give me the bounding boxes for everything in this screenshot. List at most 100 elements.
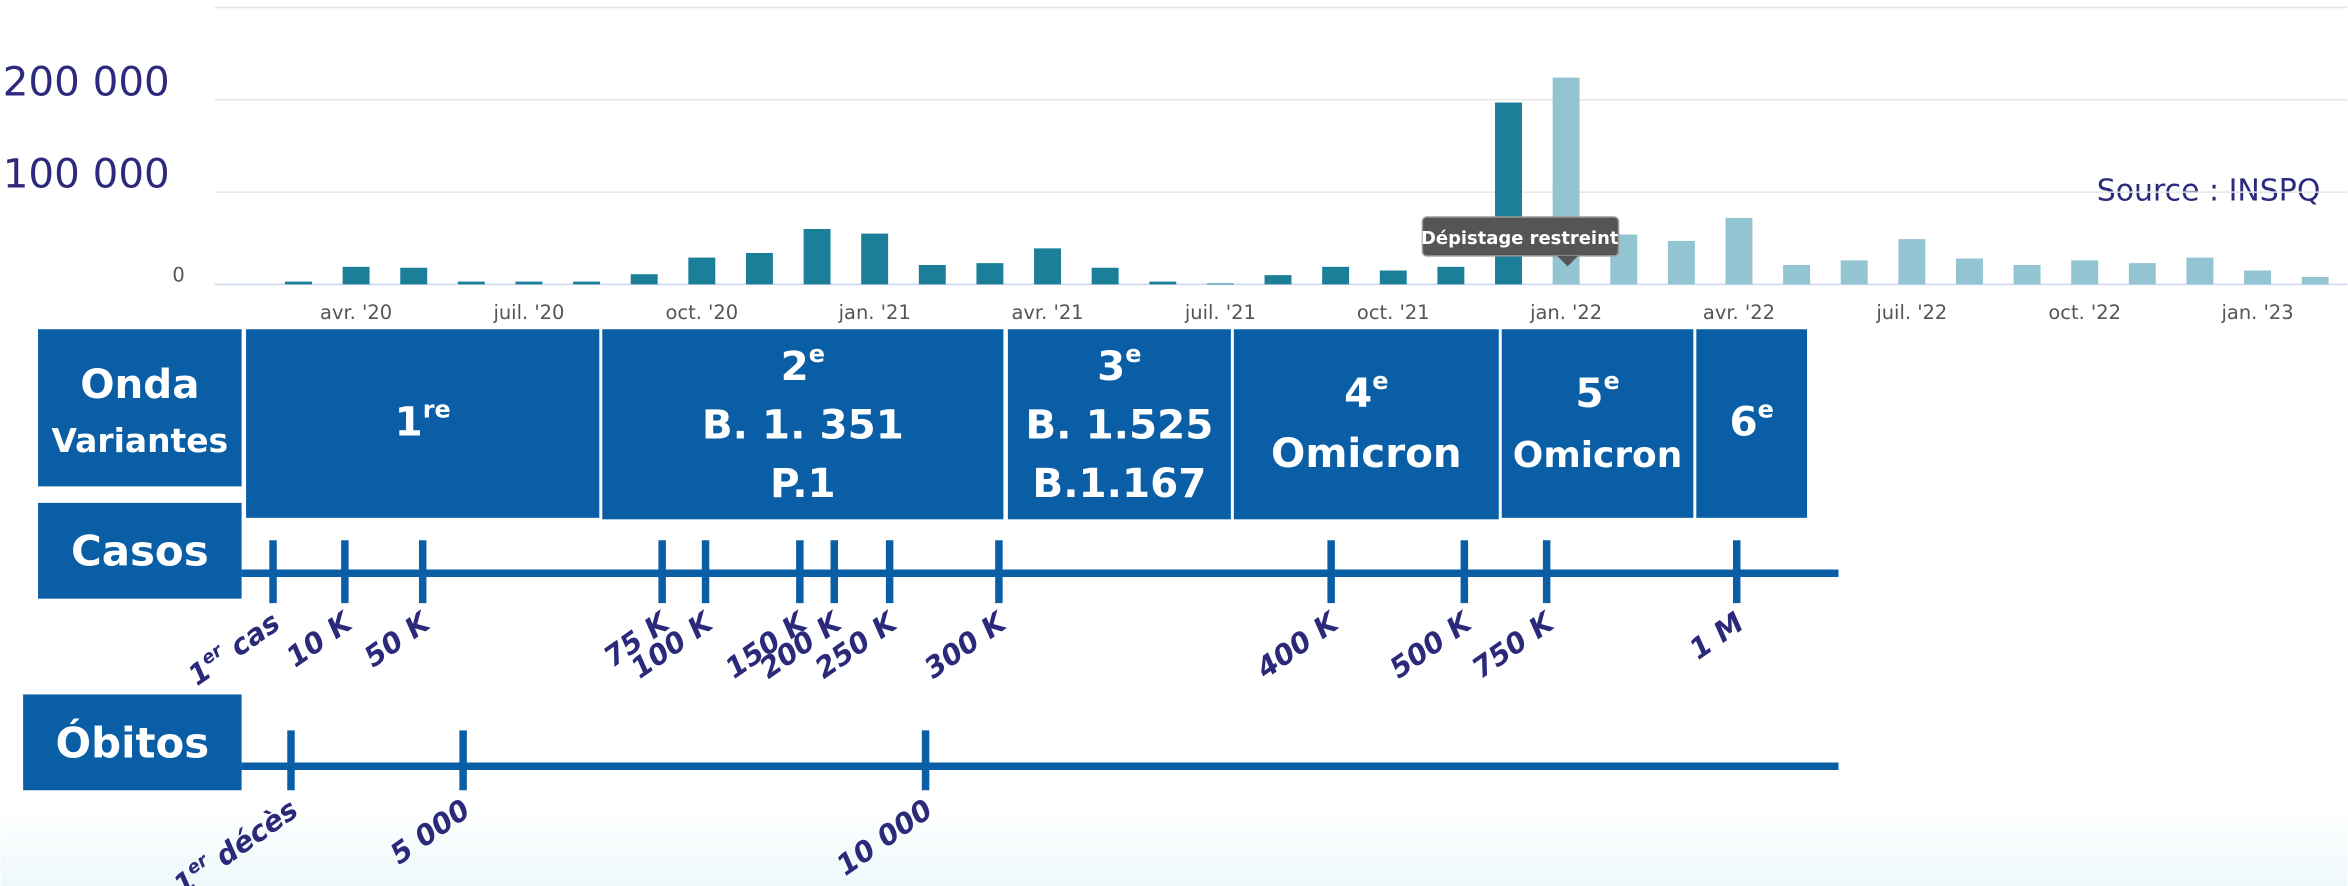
cases-milestone: 750 K (1466, 605, 1561, 686)
bar (630, 274, 658, 285)
wave-variant: P.1 (770, 459, 836, 507)
wave-number: 3e (1097, 340, 1141, 390)
tooltip-pointer (1557, 255, 1579, 267)
wave-number: 1re (395, 396, 451, 446)
bar (1322, 266, 1350, 285)
bar (515, 281, 543, 285)
bar (1898, 239, 1926, 285)
bar (1149, 281, 1177, 285)
x-tick-label: jan. '23 (2221, 301, 2294, 324)
wave-number-digit: 1 (395, 398, 423, 446)
bar (2128, 263, 2156, 285)
x-tick-label: avr. '21 (1012, 301, 1084, 324)
milestone-rest: cas (216, 606, 286, 669)
bar (1725, 217, 1753, 285)
wave-box (1007, 329, 1231, 520)
milestone-text: 1 M (1683, 606, 1749, 666)
wave-number-sup: e (1125, 340, 1141, 368)
x-tick-label: avr. '22 (1703, 301, 1775, 324)
bar (2013, 264, 2041, 285)
bar (1091, 267, 1119, 285)
bar (861, 233, 889, 285)
x-tick-label: oct. '21 (1357, 301, 1430, 324)
wave-variant: Omicron (1271, 429, 1462, 477)
wave-variant: B. 1.525 (1025, 401, 1213, 449)
bar (803, 228, 831, 285)
bar (1206, 283, 1234, 285)
bar (1437, 266, 1465, 285)
wave-number-sup: e (1372, 367, 1388, 395)
bar (1783, 264, 1811, 285)
milestone-text: 400 K (1250, 605, 1346, 686)
wave-box (602, 329, 1004, 520)
bar (400, 267, 428, 285)
wave-header: Onda (80, 360, 199, 408)
x-tick-label: juil. '21 (1184, 301, 1256, 324)
cases-milestone: 10 K (280, 605, 359, 674)
deaths-box (23, 694, 242, 791)
wave-number-digit: 5 (1575, 369, 1603, 417)
wave-number-sup: e (809, 340, 825, 368)
cases-milestone: 400 K (1250, 605, 1346, 686)
cases-label: Casos (71, 527, 209, 576)
bar (1264, 275, 1292, 285)
cases-milestone: 1er cas (181, 604, 286, 692)
y-tick-label: 100 000 (3, 150, 170, 198)
x-tick-label: jan. '21 (838, 301, 911, 324)
wave-number-digit: 3 (1097, 342, 1125, 390)
wave-box (246, 329, 600, 518)
deaths-label: Óbitos (55, 717, 209, 767)
milestone-text: 50 K (358, 605, 437, 674)
milestone-text: 10 K (280, 605, 359, 674)
x-tick-label: juil. '22 (1875, 301, 1947, 324)
bar (918, 264, 946, 285)
milestone-text: 500 K (1384, 605, 1479, 686)
bar (976, 263, 1004, 285)
wave-number-digit: 2 (781, 342, 809, 390)
wave-variant: Omicron (1513, 435, 1682, 476)
tooltip: Dépistage restreint (1421, 228, 1619, 249)
bar (2244, 270, 2272, 285)
cases-milestone: 300 K (918, 605, 1013, 686)
wave-box (1233, 329, 1499, 520)
wave-header: Variantes (52, 421, 229, 460)
bar (1667, 240, 1695, 285)
y-tick-label: 0 (172, 263, 184, 286)
wave-number-sup: re (423, 396, 451, 424)
cases-milestone: 1 M (1683, 606, 1749, 666)
x-tick-label: juil. '20 (492, 301, 564, 324)
bar (457, 281, 485, 285)
tooltip-box (1421, 216, 1620, 257)
cases-milestone: 50 K (358, 605, 437, 674)
bar (1495, 102, 1522, 285)
bar (342, 266, 370, 285)
cases-box (38, 502, 242, 599)
y-tick-label: 200 000 (3, 57, 170, 105)
bar (2071, 260, 2099, 285)
wave-number: 5e (1575, 367, 1619, 417)
bar (688, 257, 716, 285)
cases-milestone: 500 K (1384, 605, 1479, 686)
milestone-text: 300 K (918, 605, 1013, 686)
bar (1379, 270, 1407, 285)
bar (285, 281, 312, 285)
x-tick-label: oct. '22 (2048, 301, 2121, 324)
wave-number: 4e (1344, 367, 1388, 417)
wave-variant: B. 1. 351 (702, 401, 904, 449)
x-tick-label: jan. '22 (1529, 301, 1602, 324)
bar (1840, 260, 1868, 285)
bar (1955, 258, 1983, 285)
bar (2301, 276, 2329, 285)
background (0, 808, 2348, 886)
wave-variant: B.1.167 (1032, 459, 1206, 507)
x-tick-label: avr. '20 (320, 301, 392, 324)
bar (573, 281, 601, 285)
wave-number-sup: e (1758, 396, 1774, 424)
bar (745, 252, 773, 285)
wave-number-sup: e (1603, 367, 1619, 395)
bar (2186, 257, 2214, 285)
wave-box (1501, 329, 1694, 518)
milestone-text: 750 K (1466, 605, 1561, 686)
x-tick-label: oct. '20 (665, 301, 738, 324)
wave-number: 2e (781, 340, 825, 390)
